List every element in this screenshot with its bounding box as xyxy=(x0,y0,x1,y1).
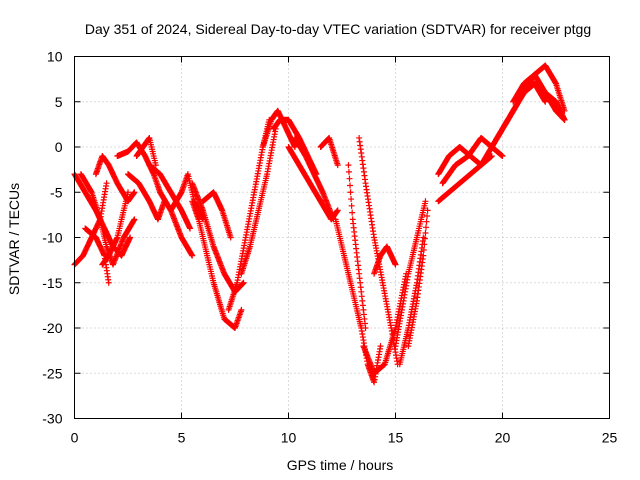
data-point xyxy=(422,229,429,236)
data-point xyxy=(240,279,247,286)
data-point xyxy=(421,235,428,242)
data-point xyxy=(362,325,369,331)
x-tick-label: 15 xyxy=(388,430,404,446)
data-point xyxy=(127,234,134,241)
data-point xyxy=(377,343,384,350)
y-tick-label: 0 xyxy=(55,139,63,155)
data-point xyxy=(347,189,354,196)
y-tick-label: -10 xyxy=(42,230,62,246)
y-tick-label: -20 xyxy=(42,320,62,336)
data-point xyxy=(424,207,431,214)
data-point xyxy=(238,306,245,313)
y-tick-label: -30 xyxy=(42,411,62,427)
axis-ticks xyxy=(74,56,610,419)
data-track xyxy=(317,134,341,169)
data-track xyxy=(125,171,168,223)
data-point xyxy=(499,153,506,160)
data-track xyxy=(439,134,506,187)
data-track xyxy=(405,207,431,350)
data-point xyxy=(542,98,549,105)
grid xyxy=(74,56,610,419)
data-point xyxy=(421,241,428,248)
y-tick-label: -25 xyxy=(42,365,62,381)
data-track xyxy=(199,189,234,241)
data-track xyxy=(371,243,399,277)
data-point xyxy=(346,175,353,182)
data-point xyxy=(103,180,110,187)
data-track xyxy=(146,162,194,232)
y-tick-label: 5 xyxy=(55,94,63,110)
data-track xyxy=(157,189,196,259)
data-track xyxy=(345,162,369,331)
data-track xyxy=(435,125,506,205)
data-points xyxy=(71,62,568,386)
data-point xyxy=(131,189,138,196)
data-point xyxy=(423,218,430,225)
data-track xyxy=(360,270,410,377)
data-point xyxy=(187,225,194,232)
data-track xyxy=(499,62,568,132)
data-point xyxy=(392,261,399,268)
x-tick-label: 0 xyxy=(71,430,79,446)
data-point xyxy=(125,189,131,196)
data-point xyxy=(348,202,355,209)
data-point xyxy=(347,182,354,189)
data-point xyxy=(349,209,356,216)
data-point xyxy=(334,207,341,214)
y-axis-label: SDTVAR / TECUs xyxy=(6,183,22,295)
y-tick-label: -15 xyxy=(42,275,62,291)
data-point xyxy=(291,144,298,150)
data-point xyxy=(561,116,568,123)
y-tick-label: 10 xyxy=(47,49,63,65)
data-track xyxy=(392,198,429,350)
data-point xyxy=(131,216,138,223)
data-point xyxy=(488,153,495,160)
data-point xyxy=(105,279,112,286)
data-track xyxy=(332,216,384,386)
data-track xyxy=(92,153,138,205)
x-tick-label: 20 xyxy=(495,430,511,446)
data-point xyxy=(422,198,429,205)
chart-title: Day 351 of 2024, Sidereal Day-to-day VTE… xyxy=(85,21,591,37)
data-track xyxy=(291,134,337,223)
data-track xyxy=(82,225,112,286)
y-tick-labels: 10 5 0 -5 -10 -15 -20 -25 -30 xyxy=(42,49,62,427)
data-track xyxy=(189,180,247,295)
x-axis-label: GPS time / hours xyxy=(287,457,394,473)
data-point xyxy=(420,246,427,253)
data-track xyxy=(99,189,131,268)
x-tick-label: 5 xyxy=(178,430,186,446)
data-point xyxy=(345,162,352,169)
data-track xyxy=(531,80,568,123)
data-point xyxy=(348,196,355,203)
data-point xyxy=(345,168,352,175)
data-point xyxy=(227,234,234,241)
data-track xyxy=(133,134,159,169)
data-point xyxy=(422,224,429,231)
data-point xyxy=(189,252,196,259)
x-tick-labels: 0 5 10 15 20 25 xyxy=(71,430,618,446)
y-tick-label: -5 xyxy=(50,184,63,200)
data-point xyxy=(334,162,341,169)
x-tick-label: 10 xyxy=(281,430,297,446)
data-track xyxy=(238,125,279,277)
x-tick-label: 25 xyxy=(602,430,618,446)
data-point xyxy=(424,213,431,220)
data-track xyxy=(189,198,245,331)
data-point xyxy=(420,252,427,259)
